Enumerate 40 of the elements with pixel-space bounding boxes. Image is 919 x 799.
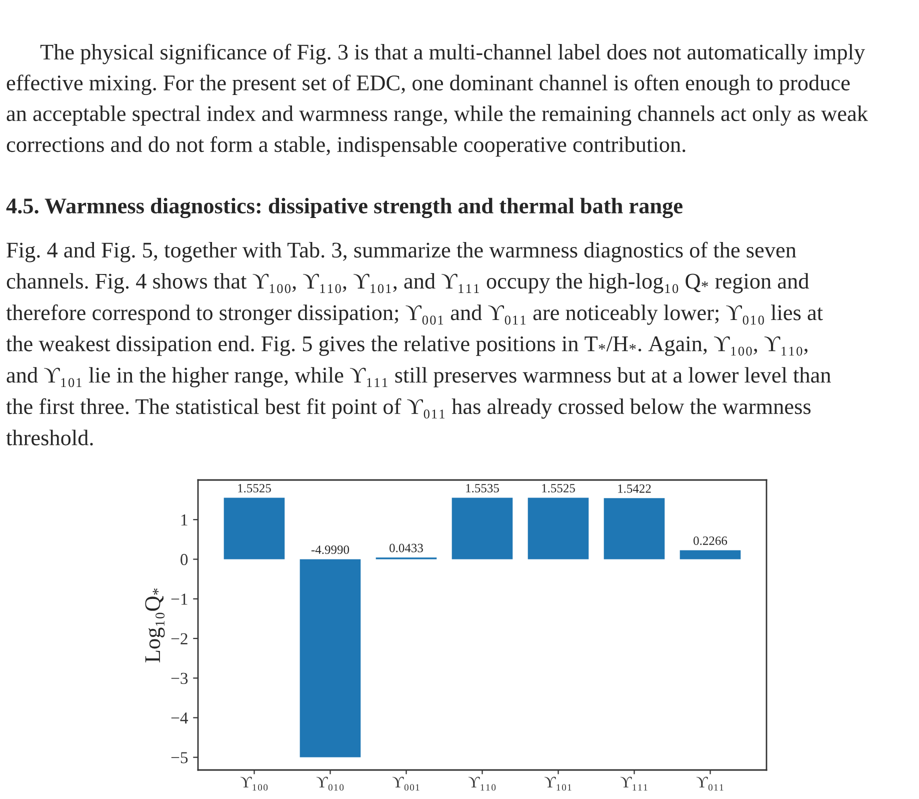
data-label: 1.5422 — [618, 484, 651, 493]
y-tick-label: 0 — [180, 554, 188, 566]
x-tick-label: ϒ₁₀₀ — [240, 776, 268, 791]
y-tick-label: −5 — [171, 752, 188, 764]
y-tick-label: 1 — [181, 514, 188, 526]
bar — [528, 498, 589, 560]
text: an acceptable spectral index and warmness range, while the remaining channels act only as weak — [6, 105, 868, 126]
text: and ϒ₁₀₁ lie in the higher range, while ϒ₁₁₁ still preserves warmness but at a lower level than — [6, 367, 831, 388]
y-tick-label: −1 — [171, 594, 188, 605]
text: threshold. — [6, 430, 93, 446]
text: channels. Fig. 4 shows that ϒ₁₀₀, ϒ₁₁₀, ϒ₁₀₁, and ϒ₁₁₁ occupy the high-log₁₀ Q$_{*}$ region and — [6, 273, 809, 294]
data-label: 1.5535 — [466, 484, 499, 492]
data-label: -4.9990 — [311, 545, 350, 554]
text: The physical significance of Fig. 3 is that a multi-channel label does not automatically imply — [40, 44, 866, 64]
caption: Fig. 4 and Fig. 5, together with Tab. 3, summarize the warmness diagnostics of the seven — [6, 242, 796, 262]
x-tick-label: ϒ₁₁₁ — [620, 776, 648, 791]
bar — [680, 550, 741, 560]
x-tick-label: ϒ₀₁₁ — [696, 776, 724, 791]
x-tick-label: ϒ₁₀₁ — [544, 776, 572, 791]
data-label: 1.5525 — [542, 484, 575, 492]
y-axis-title: Log₁₀Q$_{*}$ — [145, 588, 165, 662]
bar — [452, 498, 513, 560]
y-tick-label: −3 — [171, 672, 188, 684]
bar — [604, 498, 665, 560]
x-tick-label: ϒ₀₀₁ — [392, 776, 420, 791]
chart-title: 4.5. Warmness diagnostics: dissipative strength and thermal bath range — [6, 198, 682, 218]
data-label: 0.0433 — [390, 544, 423, 552]
bar — [224, 498, 285, 560]
text: therefore correspond to stronger dissipation; ϒ₀₀₁ and ϒ₀₁₁ are noticeably lower; ϒ₀₁₀ lies at — [6, 304, 823, 325]
y-tick-label: −2 — [171, 633, 188, 644]
data-label: 0.2266 — [694, 536, 728, 545]
y-tick-label: −4 — [171, 712, 188, 724]
text: the weakest dissipation end. Fig. 5 gives the relative positions in T$_{*}$/H$_{*}$. Again, ϒ₁₀₀, ϒ₁₁₀, — [6, 336, 808, 356]
x-tick-label: ϒ₁₁₀ — [468, 776, 496, 791]
text: corrections and do not form a stable, indispensable cooperative contribution. — [6, 136, 686, 157]
text: effective mixing. For the present set of EDC, one dominant channel is often enough to produce — [6, 74, 850, 96]
bar — [300, 559, 361, 758]
x-tick-label: ϒ₀₁₀ — [316, 776, 344, 791]
text: the first three. The statistical best fit point of ϒ₀₁₁ has already crossed below the warmness — [6, 398, 811, 419]
data-label: 1.5525 — [238, 484, 271, 492]
